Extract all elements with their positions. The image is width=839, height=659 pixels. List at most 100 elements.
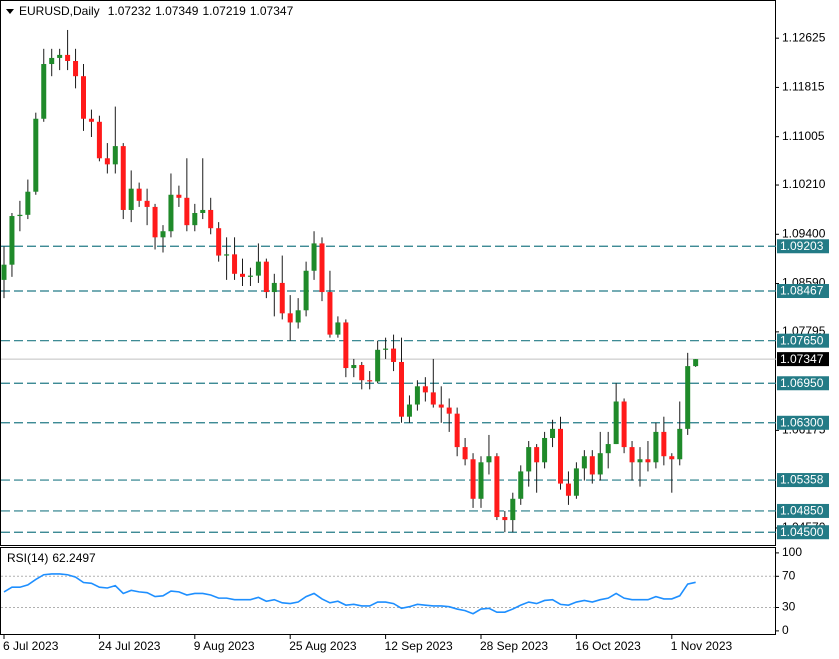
candle-body	[629, 447, 635, 463]
last-close: 1.07347	[250, 4, 294, 18]
candle-body	[383, 348, 389, 350]
level-label-box	[777, 503, 829, 518]
candle-body	[96, 121, 102, 159]
level-label: 1.08467	[780, 284, 824, 298]
candle-body	[406, 404, 412, 417]
candle-body	[605, 444, 611, 454]
rsi-header: RSI(14) 62.2497	[7, 551, 96, 565]
candle-body	[33, 118, 39, 192]
level-label: 1.09203	[780, 239, 824, 253]
rsi-y-tick-label: 30	[782, 600, 796, 614]
candle-body	[414, 386, 420, 405]
level-label: 1.06950	[780, 376, 824, 390]
level-label-box	[777, 415, 829, 430]
candle-body	[303, 270, 309, 311]
candle-body	[391, 348, 397, 362]
candle-body	[224, 254, 230, 256]
candle-body	[534, 447, 540, 463]
rsi-last: 62.2497	[52, 551, 96, 565]
candle-body	[526, 447, 532, 472]
candle-body	[9, 216, 15, 265]
candle-body	[160, 231, 166, 238]
candle-body	[1, 264, 7, 280]
level-label: 1.07650	[780, 333, 824, 347]
candle-body	[454, 413, 460, 448]
candle-body	[589, 456, 595, 475]
candle-body	[335, 322, 341, 335]
candle-body	[168, 194, 174, 232]
candle-body	[565, 483, 571, 496]
last-open: 1.07232	[108, 4, 152, 18]
y-tick-label: 1.11005	[782, 129, 825, 143]
x-tick-label: 9 Aug 2023	[194, 639, 255, 653]
candle-body	[375, 349, 381, 382]
y-tick-label: 1.12625	[782, 30, 826, 44]
candle-body	[422, 386, 428, 393]
current-price-label: 1.07347	[780, 352, 824, 366]
candle-body	[57, 54, 63, 58]
level-label: 1.06300	[780, 415, 824, 429]
candle-body	[104, 158, 110, 165]
candle-body	[255, 261, 261, 276]
candle-body	[112, 146, 118, 165]
candle-body	[216, 228, 222, 256]
candle-body	[88, 118, 94, 122]
level-label: 1.05358	[780, 473, 824, 487]
candle-body	[319, 243, 325, 293]
candle-body	[430, 392, 436, 405]
menu-arrow	[6, 9, 14, 14]
candle-body	[208, 209, 214, 229]
candle-body	[343, 322, 349, 369]
x-tick-label: 16 Oct 2023	[575, 639, 641, 653]
level-label-box	[777, 284, 829, 299]
candle-body	[502, 517, 508, 521]
candle-body	[247, 275, 253, 277]
candle-body	[120, 146, 126, 210]
candle-body	[645, 459, 651, 463]
candle-body	[17, 214, 23, 217]
candle-body	[677, 428, 683, 460]
rsi-panel	[0, 547, 776, 635]
candle-body	[597, 453, 603, 475]
candle-body	[621, 401, 627, 448]
candle-body	[470, 459, 476, 499]
candle-body	[613, 401, 619, 445]
x-tick-label: 24 Jul 2023	[98, 639, 160, 653]
last-high: 1.07349	[155, 4, 199, 18]
x-tick-label: 28 Sep 2023	[480, 639, 548, 653]
candle-body	[478, 462, 484, 499]
candle-body	[49, 57, 55, 65]
x-tick-label: 25 Aug 2023	[289, 639, 357, 653]
symbol: EURUSD,Daily	[19, 4, 100, 18]
chart-header: EURUSD,Daily 1.07232 1.07349 1.07219 1.07347	[19, 4, 294, 18]
candle-body	[271, 282, 277, 293]
candle-body	[81, 76, 86, 119]
current-price-box	[777, 352, 829, 367]
candle-body	[240, 273, 245, 277]
candle-body	[581, 456, 587, 469]
y-tick-label: 1.09400	[782, 226, 826, 240]
candle-body	[311, 243, 317, 271]
candle-body	[73, 60, 79, 77]
main-panel	[0, 0, 776, 546]
candle-body	[438, 404, 444, 408]
candle-body	[510, 498, 516, 521]
candle-body	[263, 261, 269, 293]
candle-body	[550, 428, 556, 438]
candle-body	[367, 380, 373, 382]
candle-body	[558, 428, 563, 484]
candle-body	[232, 254, 238, 274]
candle-body	[176, 194, 182, 198]
level-label-box	[777, 333, 829, 348]
candle-body	[184, 197, 190, 226]
candle-body	[661, 431, 667, 457]
rsi-y-tick-label: 100	[782, 545, 802, 559]
level-label-box	[777, 473, 829, 488]
candle-body	[200, 209, 206, 213]
candle-body	[136, 188, 142, 201]
x-tick-label: 1 Nov 2023	[671, 639, 733, 653]
candle-body	[494, 456, 500, 518]
candle-body	[486, 456, 492, 463]
